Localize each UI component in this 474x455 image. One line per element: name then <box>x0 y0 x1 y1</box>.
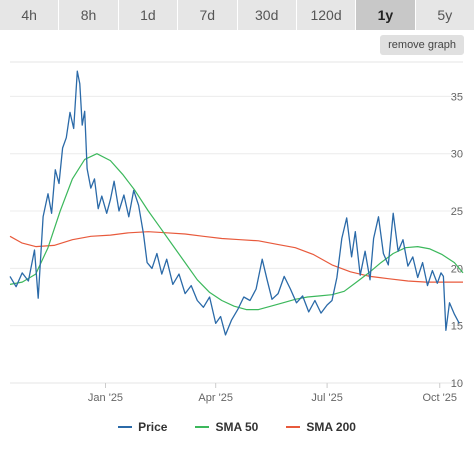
x-axis: Jan '25 Apr '25 Jul '25 Oct '25 <box>88 383 457 404</box>
tab-120d[interactable]: 120d <box>296 0 357 30</box>
tab-4h[interactable]: 4h <box>0 0 60 30</box>
series-line-price <box>9 70 460 336</box>
series-lines <box>9 70 464 336</box>
tab-8h[interactable]: 8h <box>59 0 119 30</box>
x-tick-label: Oct '25 <box>422 392 457 404</box>
series-line-sma-200 <box>9 231 463 283</box>
tab-30d[interactable]: 30d <box>237 0 297 30</box>
tab-1d[interactable]: 1d <box>118 0 179 30</box>
y-tick-label: 15 <box>451 321 463 333</box>
y-tick-label: 20 <box>451 263 463 275</box>
legend-item-sma-50[interactable]: SMA 50 <box>195 420 258 434</box>
tab-7d[interactable]: 7d <box>178 0 238 30</box>
tab-1y[interactable]: 1y <box>356 0 416 30</box>
legend-swatch <box>286 426 301 428</box>
legend-swatch <box>118 426 133 428</box>
tab-5y[interactable]: 5y <box>415 0 474 30</box>
y-tick-label: 35 <box>451 91 463 103</box>
y-axis: 10 15 20 25 30 35 <box>451 91 463 390</box>
legend-swatch <box>195 426 210 428</box>
x-tick-label: Jan '25 <box>88 392 123 404</box>
y-tick-label: 10 <box>451 378 463 390</box>
grid <box>10 61 463 384</box>
remove-graph-button[interactable]: remove graph <box>380 35 464 55</box>
legend-item-price[interactable]: Price <box>118 420 167 434</box>
x-tick-label: Jul '25 <box>311 392 342 404</box>
legend-label: SMA 200 <box>306 420 356 434</box>
y-tick-label: 25 <box>451 206 463 218</box>
legend-item-sma-200[interactable]: SMA 200 <box>286 420 356 434</box>
legend-label: Price <box>138 420 168 434</box>
x-tick-label: Apr '25 <box>198 392 233 404</box>
legend: Price SMA 50 SMA 200 <box>0 420 474 434</box>
timeframe-tabs: 4h 8h 1d 7d 30d 120d 1y 5y <box>0 0 474 30</box>
legend-label: SMA 50 <box>215 420 259 434</box>
y-tick-label: 30 <box>451 149 463 161</box>
